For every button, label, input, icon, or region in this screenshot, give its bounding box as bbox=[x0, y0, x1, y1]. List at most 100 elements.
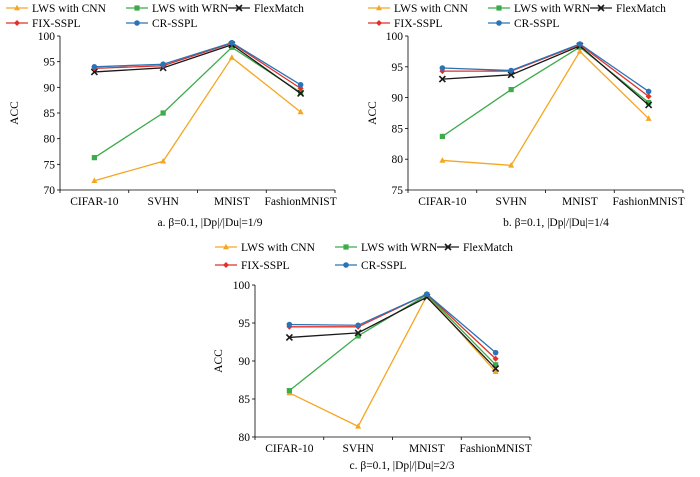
data-point bbox=[492, 368, 499, 374]
y-tick-label: 95 bbox=[392, 62, 404, 74]
data-point-stroke bbox=[438, 75, 446, 83]
legend-label: FIX-SSPL bbox=[32, 18, 81, 30]
legend-icon-marker bbox=[444, 243, 452, 251]
data-point bbox=[91, 155, 97, 161]
series-line bbox=[289, 296, 497, 370]
legend-item: LWS with WRN bbox=[126, 3, 229, 15]
series-lws-with-cnn bbox=[439, 48, 652, 168]
data-point-stroke bbox=[90, 68, 98, 76]
legend-item: LWS with CNN bbox=[215, 242, 316, 254]
data-point bbox=[645, 115, 652, 121]
data-point bbox=[229, 39, 235, 46]
legend-label: FIX-SSPL bbox=[241, 260, 290, 272]
chart-panel-2: LWS with CNN LWS with WRN FlexMatch FIX-SSP… bbox=[367, 3, 685, 229]
y-axis-label: ACC bbox=[9, 101, 21, 125]
data-point bbox=[493, 362, 499, 368]
data-point bbox=[576, 48, 583, 54]
y-tick-label: 100 bbox=[38, 31, 56, 43]
series-line bbox=[442, 45, 650, 106]
data-point-stroke bbox=[285, 333, 293, 342]
legend-label: LWS with CNN bbox=[32, 3, 107, 15]
data-point bbox=[286, 388, 292, 394]
x-tick-label: CIFAR-10 bbox=[265, 443, 314, 455]
data-point bbox=[492, 349, 499, 356]
legend-icon-marker bbox=[343, 244, 349, 250]
y-tick-label: 100 bbox=[386, 31, 404, 43]
data-point bbox=[229, 44, 235, 50]
series-line bbox=[94, 46, 301, 159]
data-point bbox=[160, 61, 166, 68]
data-point bbox=[508, 86, 514, 93]
y-tick-label: 85 bbox=[44, 108, 56, 120]
data-point-stroke bbox=[297, 89, 305, 98]
x-tick-label: MNIST bbox=[214, 196, 250, 208]
panel-caption: c. β=0.1, |Dp|/|Du|=2/3 bbox=[349, 460, 454, 472]
data-point-stroke bbox=[354, 329, 362, 337]
series-fix-sspl bbox=[286, 291, 499, 362]
data-point bbox=[492, 355, 499, 362]
data-point bbox=[228, 54, 235, 60]
data-point bbox=[439, 133, 445, 140]
y-tick-label: 80 bbox=[239, 432, 251, 444]
legend-item: LWS with WRN bbox=[335, 242, 438, 254]
data-point bbox=[91, 64, 98, 70]
chart-panel-3: LWS with CNN LWS with WRN FlexMatch FIX-SSP… bbox=[213, 242, 532, 472]
legend-label: CR-SSPL bbox=[361, 260, 406, 272]
y-tick-label: 95 bbox=[44, 57, 56, 69]
legend-item: FlexMatch bbox=[228, 3, 304, 15]
y-tick-label: 95 bbox=[239, 318, 251, 330]
legend-icon-marker bbox=[14, 4, 20, 11]
legend-item: FIX-SSPL bbox=[215, 260, 290, 272]
x-tick-label: CIFAR-10 bbox=[70, 196, 119, 208]
legend: LWS with CNN LWS with WRN FlexMatch FIX-SSP… bbox=[6, 3, 304, 30]
data-point bbox=[577, 41, 583, 47]
data-point bbox=[160, 157, 167, 164]
series-lws-with-cnn bbox=[91, 54, 304, 184]
legend-item: LWS with CNN bbox=[6, 3, 107, 15]
legend-label: FlexMatch bbox=[616, 3, 666, 15]
y-tick-label: 75 bbox=[392, 185, 404, 197]
legend-label: LWS with WRN bbox=[152, 3, 229, 15]
series-lws-with-wrn bbox=[439, 44, 652, 140]
legend-item: FIX-SSPL bbox=[368, 18, 443, 30]
legend-icon-marker bbox=[235, 4, 243, 12]
x-tick-label: MNIST bbox=[562, 196, 598, 208]
data-point bbox=[297, 108, 304, 115]
legend-label: LWS with CNN bbox=[394, 3, 469, 15]
legend-item: FlexMatch bbox=[437, 242, 513, 254]
series-line bbox=[289, 293, 497, 360]
y-axis-label: ACC bbox=[213, 349, 225, 373]
data-point-stroke bbox=[507, 71, 515, 79]
legend-icon-marker bbox=[496, 20, 502, 26]
series-flexmatch bbox=[90, 41, 305, 98]
y-tick-label: 70 bbox=[44, 185, 56, 197]
y-tick-label: 75 bbox=[44, 159, 56, 171]
data-point bbox=[355, 322, 361, 329]
legend-label: LWS with CNN bbox=[241, 242, 316, 254]
legend-icon-marker-stroke bbox=[597, 4, 605, 12]
legend: LWS with CNN LWS with WRN FlexMatch FIX-SSP… bbox=[368, 3, 666, 30]
x-tick-label: FashionMNIST bbox=[613, 196, 685, 208]
legend-icon-marker bbox=[343, 262, 349, 268]
data-point bbox=[424, 291, 430, 297]
panel-caption: b. β=0.1, |Dp|/|Du|=1/4 bbox=[503, 217, 609, 229]
data-point bbox=[285, 333, 293, 342]
x-tick-label: SVHN bbox=[495, 196, 527, 208]
x-tick-label: FashionMNIST bbox=[460, 443, 532, 455]
legend-item: LWS with CNN bbox=[368, 3, 469, 15]
legend-icon-marker bbox=[597, 4, 605, 12]
data-point bbox=[646, 99, 652, 106]
data-point bbox=[90, 68, 98, 76]
legend-label: FlexMatch bbox=[254, 3, 304, 15]
y-tick-label: 80 bbox=[44, 134, 56, 146]
series-line bbox=[94, 42, 301, 89]
x-tick-label: SVHN bbox=[342, 443, 374, 455]
legend-icon-marker-stroke bbox=[235, 4, 243, 12]
legend-item: LWS with WRN bbox=[488, 3, 591, 15]
legend-icon-marker-stroke bbox=[444, 243, 452, 251]
series-line bbox=[442, 43, 649, 92]
x-tick-label: FashionMNIST bbox=[265, 196, 337, 208]
data-point bbox=[355, 423, 362, 429]
legend-icon-marker bbox=[376, 4, 382, 11]
